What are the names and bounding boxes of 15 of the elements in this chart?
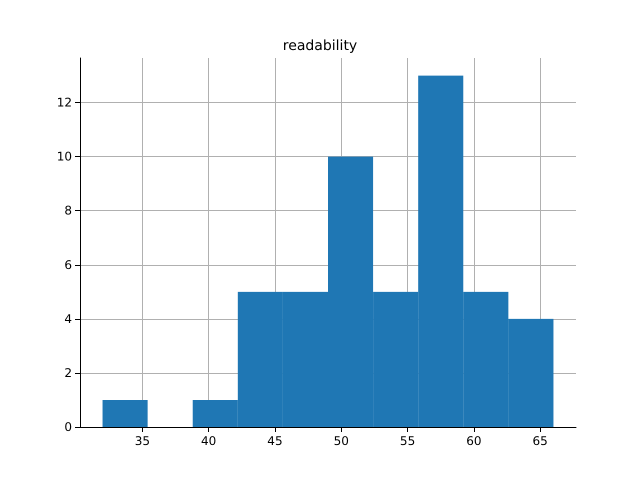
- x-tick-label: 40: [201, 434, 216, 448]
- y-tick-label: 8: [64, 204, 72, 218]
- y-tick-label: 2: [64, 366, 72, 380]
- chart-title: readability: [282, 38, 358, 54]
- y-tick-label: 10: [56, 150, 72, 164]
- x-tick-label: 50: [334, 434, 349, 448]
- y-tick-label: 6: [64, 258, 72, 272]
- y-tick-label: 0: [64, 420, 72, 434]
- x-tick-label: 35: [134, 434, 150, 448]
- x-tick-label: 55: [400, 434, 416, 448]
- y-tick-label: 12: [56, 96, 72, 110]
- x-tick-label: 65: [532, 434, 548, 448]
- x-tick-label: 45: [267, 434, 283, 448]
- x-tick-label: 60: [466, 434, 482, 448]
- y-tick-label: 4: [64, 312, 72, 326]
